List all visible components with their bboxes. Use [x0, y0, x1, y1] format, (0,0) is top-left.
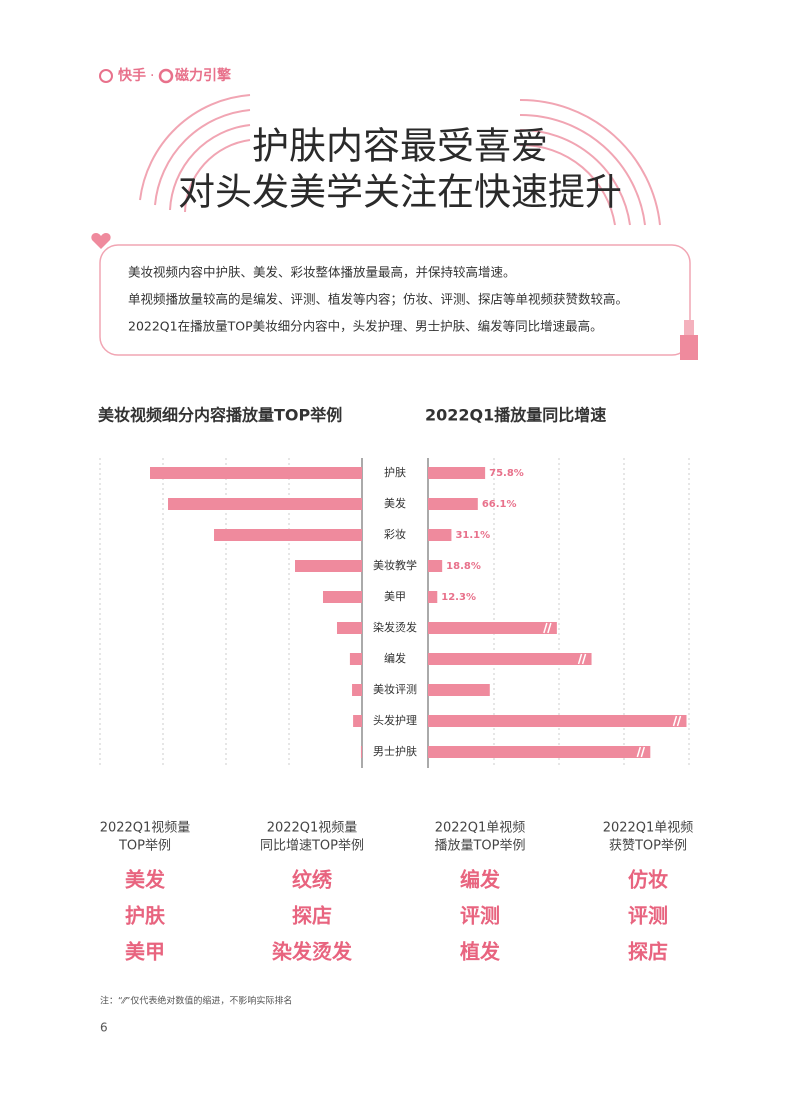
highlight-heading: 获赞TOP举例 [609, 839, 687, 854]
bar [336, 622, 362, 634]
bar [428, 715, 687, 727]
category-label: 男士护肤 [373, 744, 417, 758]
axis-break [636, 746, 646, 758]
chart-title: 2022Q1播放量同比增速 [425, 406, 606, 425]
category-label: 染发烫发 [373, 620, 417, 634]
highlight-heading: 同比增速TOP举例 [260, 839, 364, 854]
decor-arcs [139, 94, 661, 226]
bar [428, 498, 478, 510]
highlight-item: 评测 [628, 904, 668, 928]
title: 对头发美学关注在快速提升 [178, 171, 622, 214]
highlight-item: 美甲 [125, 940, 165, 964]
value-label: 12.3% [441, 592, 476, 603]
highlight-heading: 2022Q1视频量 [267, 821, 358, 836]
axis-break [577, 653, 587, 665]
category-label: 美妆教学 [373, 558, 417, 572]
bar [322, 591, 362, 603]
value-label: 75.8% [489, 468, 524, 479]
summary-line: 2022Q1在播放量TOP美妆细分内容中，头发护理、男士护肤、编发等同比增速最高… [128, 319, 603, 334]
brand: 快手 [118, 67, 146, 84]
bar [360, 746, 362, 758]
bar [428, 560, 443, 572]
highlight-heading: TOP举例 [118, 839, 171, 854]
bar [150, 467, 362, 479]
value-label: 18.8% [446, 561, 481, 572]
bar [428, 653, 592, 665]
brand-sep: · [150, 68, 154, 84]
brand: 磁力引擎 [175, 67, 231, 84]
summary-box [99, 244, 691, 356]
category-label: 护肤 [384, 465, 406, 479]
category-label: 美发 [384, 496, 406, 510]
bar [349, 653, 362, 665]
bar [428, 591, 438, 603]
summary-line: 美妆视频内容中护肤、美发、彩妆整体播放量最高，并保持较高增速。 [128, 265, 516, 280]
axis-break [672, 715, 682, 727]
background-grid [99, 458, 690, 768]
highlight-item: 植发 [460, 940, 501, 964]
highlight-heading: 播放量TOP举例 [434, 839, 525, 854]
highlight-item: 探店 [292, 904, 332, 928]
bar [214, 529, 362, 541]
highlight-item: 染发烫发 [272, 940, 353, 964]
note: 注：“⁄⁄”仅代表绝对数值的缩进，不影响实际排名 [100, 995, 292, 1007]
highlight-item: 护肤 [125, 904, 166, 928]
bar [168, 498, 362, 510]
highlight-item: 探店 [628, 940, 668, 964]
value-label: 31.1% [455, 530, 490, 541]
highlight-item: 编发 [460, 868, 501, 892]
brand-icon [99, 69, 113, 83]
lipstick-icon [680, 335, 698, 360]
lipstick-icon [684, 320, 694, 335]
highlight-heading: 2022Q1视频量 [100, 821, 191, 836]
highlight-heading: 2022Q1单视频 [603, 821, 694, 836]
bar [428, 622, 557, 634]
category-label: 美甲 [384, 590, 406, 603]
value-label: 66.1% [482, 499, 517, 510]
brand-icon [158, 68, 174, 84]
highlight-item: 仿妆 [628, 868, 668, 892]
title: 护肤内容最受喜爱 [252, 125, 548, 168]
bar [428, 529, 452, 541]
category-label: 头发护理 [373, 713, 417, 727]
highlight-item: 美发 [125, 868, 166, 892]
heart-icon [91, 233, 111, 249]
bar [352, 684, 362, 696]
summary-line: 单视频播放量较高的是编发、评测、植发等内容；仿妆、评测、探店等单视频获赞数较高。 [128, 292, 628, 307]
chart-title: 美妆视频细分内容播放量TOP举例 [98, 406, 342, 425]
category-label: 美妆评测 [373, 683, 417, 696]
axis-break [543, 622, 552, 634]
category-label: 编发 [384, 651, 406, 665]
highlight-item: 评测 [460, 904, 500, 928]
highlight-item: 纹绣 [292, 868, 333, 892]
bar [353, 715, 362, 727]
page-number: 6 [100, 1021, 108, 1035]
bar [295, 560, 362, 572]
category-label: 彩妆 [384, 528, 406, 541]
bar [428, 746, 651, 758]
highlight-heading: 2022Q1单视频 [435, 821, 526, 836]
bar [428, 467, 486, 479]
bar [428, 684, 490, 696]
